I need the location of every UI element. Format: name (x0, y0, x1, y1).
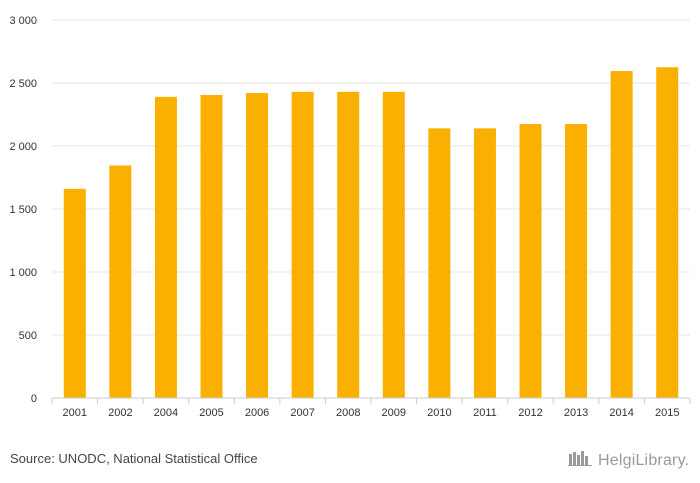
bar (473, 128, 496, 399)
x-tick-label: 2004 (154, 407, 178, 419)
x-tick-label: 2010 (427, 407, 451, 419)
bar (519, 123, 542, 398)
bar (109, 165, 132, 398)
x-tick-label: 2013 (564, 407, 588, 419)
library-icon (568, 450, 594, 471)
gridlines (52, 19, 690, 336)
bars (63, 67, 679, 399)
bar (428, 128, 451, 399)
y-tick-label: 1 000 (9, 267, 37, 279)
y-tick-label: 0 (31, 393, 37, 405)
bar (337, 91, 360, 398)
x-tick-label: 2014 (609, 407, 633, 419)
bar (656, 67, 679, 398)
y-tick-label: 1 500 (9, 204, 37, 216)
bar (63, 188, 86, 398)
bar (291, 91, 314, 398)
x-tick-label: 2001 (63, 407, 87, 419)
y-tick-label: 3 000 (9, 15, 37, 27)
bar (382, 91, 405, 398)
x-tick-label: 2002 (108, 407, 132, 419)
bar (610, 71, 633, 398)
x-tick-label: 2012 (518, 407, 542, 419)
y-tick-label: 2 500 (9, 78, 37, 90)
bar (565, 123, 588, 398)
x-tick-label: 2011 (473, 407, 497, 419)
bar (200, 94, 223, 398)
x-tick-label: 2005 (199, 407, 223, 419)
bar (154, 96, 177, 399)
x-axis-ticks: 2001 2002 2004 2005 2006 2007 2008 2009 2010 2011… (51, 398, 691, 419)
source-note: Source: UNODC, National Statistical Offi… (10, 451, 258, 466)
bar (246, 93, 269, 398)
brand-logo: HelgiLibrary. (568, 450, 689, 471)
x-tick-label: 2006 (245, 407, 269, 419)
x-tick-label: 2009 (382, 407, 406, 419)
x-tick-label: 2015 (655, 407, 679, 419)
y-axis-ticks: 0 500 1 000 1 500 2 000 2 500 3 000 (9, 15, 37, 405)
y-tick-label: 500 (19, 330, 37, 342)
y-tick-label: 2 000 (9, 141, 37, 153)
x-tick-label: 2007 (290, 407, 314, 419)
x-tick-label: 2008 (336, 407, 360, 419)
brand-text: HelgiLibrary. (598, 451, 690, 469)
